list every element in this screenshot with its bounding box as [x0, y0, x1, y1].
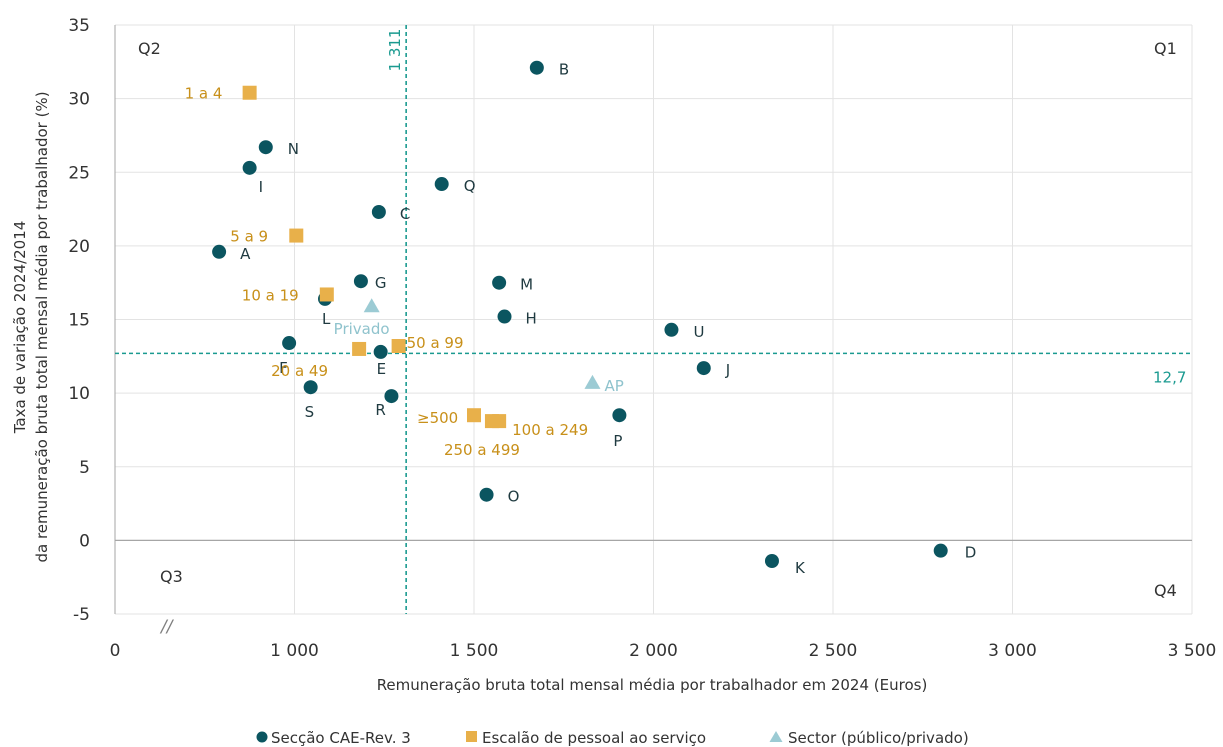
x-tick-label: 3 000: [988, 641, 1037, 661]
y-tick-label: -5: [73, 605, 90, 625]
point-label-seccao: N: [288, 140, 299, 158]
point-seccao-j: [696, 361, 711, 376]
y-tick-label: 35: [68, 16, 90, 36]
y-tick-label: 5: [79, 458, 90, 478]
point-label-seccao: R: [375, 401, 385, 419]
point-seccao-c: [371, 205, 386, 220]
quadrant-labels: Q2 Q1 Q3 Q4: [138, 39, 1177, 600]
x-tick-label: 0: [110, 641, 121, 661]
point-escalao-6: [484, 414, 499, 429]
y-axis-title-line1: Taxa de variação 2024/2014: [11, 221, 29, 435]
legend: Secção CAE-Rev. 3 Escalão de pessoal ao …: [256, 729, 969, 747]
point-seccao-a: [212, 244, 227, 259]
point-label-seccao: J: [725, 361, 730, 379]
point-seccao-e: [373, 344, 388, 359]
quadrant-label-q1: Q1: [1154, 39, 1177, 58]
point-escalao-7: [467, 408, 481, 423]
legend-label-sector: Sector (público/privado): [788, 729, 969, 747]
axes: -5 0 5 10 15 20 25 30 35 0 1 000 1 500 2 000 2 500 3 0…: [68, 16, 1216, 661]
point-label-seccao: A: [240, 245, 251, 263]
point-seccao-r: [384, 389, 399, 404]
y-tick-label: 10: [68, 384, 90, 404]
y-tick-label: 20: [68, 237, 90, 257]
quadrant-label-q3: Q3: [160, 567, 183, 586]
point-escalao-4: [391, 339, 406, 354]
point-label-escalao: ≥500: [417, 409, 458, 427]
point-label-seccao: E: [377, 360, 386, 378]
point-label-escalao: 1 a 4: [185, 85, 223, 103]
point-label-seccao: D: [965, 544, 977, 562]
point-seccao-m: [492, 275, 507, 290]
point-seccao-o: [479, 487, 494, 502]
point-seccao-n: [258, 140, 273, 155]
data-points: [212, 60, 948, 568]
x-tick-label: 2 000: [629, 641, 678, 661]
y-tick-label: 0: [79, 531, 90, 551]
point-label-seccao: B: [559, 61, 569, 79]
point-sector-1: [584, 374, 601, 389]
point-label-seccao: O: [508, 488, 520, 506]
point-label-escalao: 5 a 9: [230, 228, 268, 246]
quadrant-label-q4: Q4: [1154, 581, 1177, 600]
point-sector-0: [363, 298, 380, 313]
reference-lines: 1 311 12,7: [115, 25, 1192, 614]
point-seccao-f: [282, 336, 297, 351]
x-tick-label: 1 500: [450, 641, 499, 661]
reference-label-vertical: 1 311: [386, 29, 404, 72]
y-axis-title-line2: da remuneração bruta total mensal média …: [33, 91, 51, 562]
point-seccao-g: [353, 274, 368, 289]
point-escalao-0: [242, 85, 257, 100]
point-seccao-k: [764, 553, 779, 568]
x-tick-label: 1 000: [270, 641, 319, 661]
point-label-seccao: F: [279, 359, 288, 377]
point-escalao-2: [319, 287, 334, 302]
point-seccao-p: [612, 408, 627, 423]
point-seccao-q: [434, 177, 449, 192]
point-label-seccao: P: [613, 432, 622, 450]
legend-label-seccao: Secção CAE-Rev. 3: [271, 729, 411, 747]
y-tick-label: 15: [68, 311, 90, 331]
point-label-sector: AP: [604, 377, 623, 395]
y-tick-label: 30: [68, 90, 90, 110]
reference-label-horizontal: 12,7: [1153, 368, 1186, 386]
point-label-escalao: 50 a 99: [407, 334, 464, 352]
point-label-seccao: I: [259, 178, 263, 196]
point-label-seccao: C: [400, 205, 410, 223]
x-tick-label: 3 500: [1168, 641, 1217, 661]
point-seccao-u: [664, 322, 679, 337]
y-tick-label: 25: [68, 163, 90, 183]
point-label-seccao: K: [795, 559, 806, 577]
x-tick-label: 2 500: [809, 641, 858, 661]
legend-marker-escalao: [466, 731, 477, 742]
x-axis-title: Remuneração bruta total mensal média por…: [377, 676, 928, 694]
grid: [115, 24, 1193, 615]
point-escalao-3: [352, 341, 367, 356]
point-label-seccao: H: [526, 310, 537, 328]
point-label-seccao: Q: [464, 177, 476, 195]
point-label-sector: Privado: [334, 320, 390, 338]
point-label-seccao: L: [322, 310, 331, 328]
point-label-seccao: G: [375, 274, 387, 292]
point-label-seccao: S: [305, 403, 315, 421]
point-seccao-s: [303, 380, 318, 395]
data-labels: A B C D E F G H I J K L M N O P Q R S U 1 a 4 5 a 9 10 a 19 20 …: [185, 61, 977, 577]
point-seccao-h: [497, 309, 512, 324]
legend-marker-seccao: [256, 731, 268, 743]
point-label-escalao: 250 a 499: [444, 441, 520, 459]
point-label-seccao: U: [693, 323, 704, 341]
quadrant-label-q2: Q2: [138, 39, 161, 58]
legend-label-escalao: Escalão de pessoal ao serviço: [482, 729, 706, 747]
axis-break-mark: //: [159, 617, 175, 637]
point-label-escalao: 20 a 49: [271, 362, 328, 380]
point-seccao-i: [242, 160, 257, 175]
point-seccao-b: [529, 60, 544, 75]
point-escalao-1: [289, 228, 304, 243]
legend-marker-sector: [769, 731, 783, 742]
point-label-seccao: M: [520, 276, 533, 294]
point-label-escalao: 100 a 249: [512, 421, 588, 439]
point-seccao-d: [933, 543, 948, 558]
point-label-escalao: 10 a 19: [242, 286, 299, 304]
